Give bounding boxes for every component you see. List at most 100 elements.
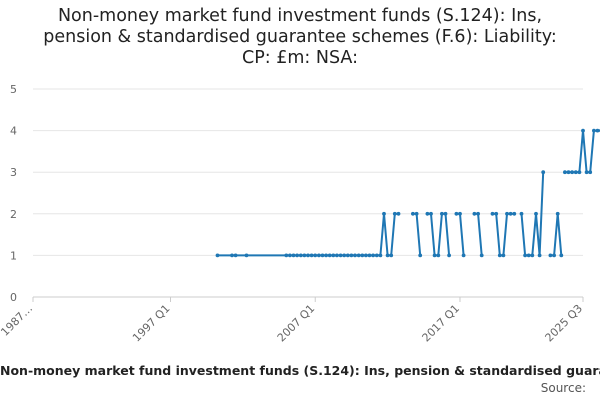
data-point[interactable]	[559, 253, 564, 258]
data-point[interactable]	[425, 211, 430, 216]
data-point[interactable]	[320, 253, 325, 258]
data-point[interactable]	[345, 253, 350, 258]
data-point[interactable]	[588, 170, 593, 175]
data-point[interactable]	[523, 253, 527, 258]
data-point[interactable]	[349, 253, 354, 258]
series-segment	[474, 212, 483, 256]
data-point[interactable]	[378, 253, 383, 258]
data-point[interactable]	[458, 211, 462, 216]
data-point[interactable]	[440, 211, 444, 216]
data-point[interactable]	[490, 211, 495, 216]
data-point[interactable]	[389, 253, 394, 258]
chart-title-line-3: CP: £m: NSA:	[242, 48, 358, 68]
data-point[interactable]	[309, 253, 314, 258]
series-segment	[217, 212, 399, 257]
x-tick-label: 1987…	[0, 302, 35, 339]
data-point[interactable]	[317, 253, 321, 258]
data-point[interactable]	[364, 253, 368, 258]
data-point[interactable]	[295, 253, 299, 258]
data-point[interactable]	[288, 253, 292, 258]
y-tick-label: 5	[10, 83, 17, 96]
data-point[interactable]	[534, 211, 538, 216]
data-point[interactable]	[414, 211, 419, 216]
data-point[interactable]	[566, 170, 571, 175]
data-point[interactable]	[447, 253, 451, 258]
data-point[interactable]	[537, 253, 542, 258]
data-point[interactable]	[472, 211, 477, 216]
y-tick-label: 0	[10, 291, 17, 304]
x-tick-label: 2007 Q1	[275, 302, 318, 345]
data-point[interactable]	[595, 128, 600, 133]
data-point[interactable]	[298, 253, 303, 258]
data-point[interactable]	[432, 253, 437, 258]
data-point[interactable]	[541, 170, 546, 175]
data-point[interactable]	[230, 253, 234, 258]
data-point[interactable]	[392, 211, 397, 216]
data-point[interactable]	[563, 170, 567, 175]
series-segment	[412, 212, 422, 256]
data-point[interactable]	[548, 253, 553, 258]
data-point[interactable]	[512, 211, 517, 216]
y-tick-label: 3	[10, 166, 17, 179]
y-axis-ticks: 0 1 2 3 4 5	[10, 83, 17, 304]
chart-title-line-1: Non-money market fund investment funds (…	[57, 6, 543, 26]
data-point[interactable]	[497, 253, 502, 258]
data-point[interactable]	[570, 170, 574, 175]
data-point[interactable]	[371, 253, 375, 258]
data-point[interactable]	[302, 253, 307, 258]
data-point[interactable]	[353, 253, 357, 258]
data-point[interactable]	[577, 170, 582, 175]
gridlines	[33, 88, 583, 298]
data-point[interactable]	[411, 211, 415, 216]
data-point[interactable]	[555, 211, 560, 216]
data-point[interactable]	[494, 211, 499, 216]
data-point[interactable]	[385, 253, 390, 258]
data-point[interactable]	[291, 253, 296, 258]
data-point[interactable]	[356, 253, 361, 258]
data-point[interactable]	[244, 253, 249, 258]
data-point[interactable]	[584, 170, 589, 175]
data-point[interactable]	[530, 253, 535, 258]
data-point[interactable]	[335, 253, 339, 258]
data-point[interactable]	[338, 253, 343, 258]
data-point[interactable]	[360, 253, 365, 258]
data-point[interactable]	[592, 128, 596, 133]
data-point[interactable]	[233, 253, 238, 258]
series-segment	[564, 129, 600, 174]
data-point[interactable]	[501, 253, 506, 258]
data-point[interactable]	[476, 211, 480, 216]
y-tick-label: 1	[10, 249, 17, 262]
data-point[interactable]	[342, 253, 347, 258]
data-point[interactable]	[443, 211, 448, 216]
x-tick-label: 2025 Q3	[543, 302, 586, 345]
data-point[interactable]	[313, 253, 318, 258]
data-point[interactable]	[284, 253, 289, 258]
series-line	[217, 129, 600, 257]
series-points	[215, 128, 600, 258]
data-point[interactable]	[374, 253, 379, 258]
data-point[interactable]	[479, 253, 484, 258]
data-point[interactable]	[429, 211, 433, 216]
data-point[interactable]	[418, 253, 423, 258]
data-point[interactable]	[396, 211, 401, 216]
data-point[interactable]	[331, 253, 336, 258]
data-point[interactable]	[324, 253, 328, 258]
data-point[interactable]	[573, 170, 578, 175]
y-tick-label: 2	[10, 208, 17, 221]
data-point[interactable]	[581, 128, 585, 133]
data-point[interactable]	[215, 253, 220, 258]
data-point[interactable]	[505, 211, 509, 216]
series-segment	[492, 212, 515, 257]
data-point[interactable]	[508, 211, 513, 216]
data-point[interactable]	[526, 253, 531, 258]
data-point[interactable]	[367, 253, 372, 258]
data-point[interactable]	[519, 211, 524, 216]
data-point[interactable]	[306, 253, 310, 258]
data-point[interactable]	[327, 253, 332, 258]
data-point[interactable]	[454, 211, 459, 216]
data-point[interactable]	[382, 211, 386, 216]
data-point[interactable]	[461, 253, 466, 258]
data-point[interactable]	[552, 253, 556, 258]
data-point[interactable]	[436, 253, 441, 258]
